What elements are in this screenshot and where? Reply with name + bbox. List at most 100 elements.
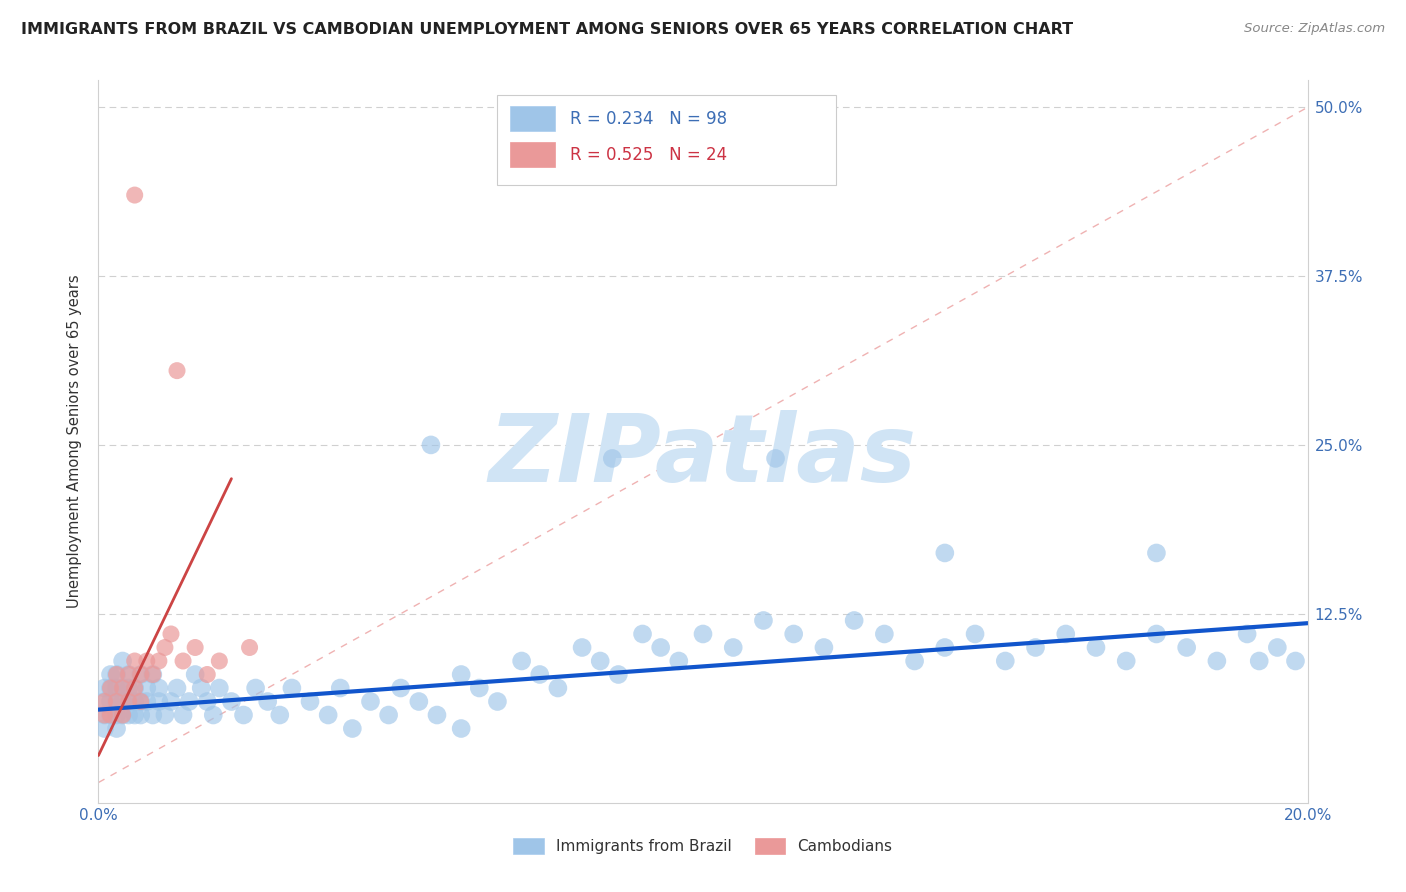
Point xyxy=(118,694,141,708)
Point xyxy=(129,667,152,681)
Point xyxy=(190,681,212,695)
Point xyxy=(844,614,866,628)
Point xyxy=(752,614,775,628)
Point xyxy=(783,627,806,641)
Point xyxy=(135,654,157,668)
Point xyxy=(93,722,115,736)
Point xyxy=(172,654,194,668)
Point xyxy=(166,364,188,378)
Point xyxy=(100,681,122,695)
Point xyxy=(1144,627,1167,641)
Point xyxy=(111,681,134,695)
FancyBboxPatch shape xyxy=(509,142,555,167)
Point xyxy=(93,708,115,723)
FancyBboxPatch shape xyxy=(509,105,555,131)
Point xyxy=(105,667,128,681)
Point xyxy=(1236,627,1258,641)
Point xyxy=(360,694,382,708)
Point xyxy=(105,694,128,708)
Point xyxy=(111,708,134,723)
Point xyxy=(208,681,231,695)
Point xyxy=(450,667,472,681)
Text: R = 0.525   N = 24: R = 0.525 N = 24 xyxy=(569,145,727,164)
Point xyxy=(420,438,443,452)
Point xyxy=(202,708,225,723)
Point xyxy=(256,694,278,708)
Point xyxy=(692,627,714,641)
Point xyxy=(195,667,218,681)
Point xyxy=(148,694,170,708)
Point xyxy=(269,708,291,723)
Point xyxy=(316,708,339,723)
Point xyxy=(129,694,152,708)
Point xyxy=(1144,546,1167,560)
Point xyxy=(179,694,201,708)
Point xyxy=(129,708,152,723)
Point xyxy=(118,667,141,681)
Point xyxy=(450,722,472,736)
Point xyxy=(100,708,122,723)
Point xyxy=(118,694,141,708)
Point xyxy=(105,694,128,708)
Point xyxy=(1249,654,1271,668)
Point xyxy=(93,694,115,708)
Point xyxy=(1175,640,1198,655)
Point xyxy=(377,708,399,723)
Point xyxy=(172,708,194,723)
Point xyxy=(723,640,745,655)
Point xyxy=(111,708,134,723)
Point xyxy=(1085,640,1108,655)
Point xyxy=(184,667,207,681)
Point xyxy=(118,667,141,681)
Point xyxy=(124,188,146,202)
Point xyxy=(765,451,787,466)
Point xyxy=(124,681,146,695)
Point xyxy=(100,694,122,708)
Point xyxy=(1284,654,1306,668)
Point xyxy=(148,681,170,695)
Point xyxy=(934,640,956,655)
Point xyxy=(589,654,612,668)
Point xyxy=(160,694,183,708)
Point xyxy=(602,451,624,466)
Point xyxy=(93,694,115,708)
Point xyxy=(934,546,956,560)
Point xyxy=(389,681,412,695)
Point xyxy=(1115,654,1137,668)
Point xyxy=(118,681,141,695)
Point xyxy=(1024,640,1046,655)
Point xyxy=(124,708,146,723)
Point xyxy=(142,708,165,723)
Point xyxy=(239,640,262,655)
Point xyxy=(111,654,134,668)
Text: ZIPatlas: ZIPatlas xyxy=(489,410,917,502)
Point xyxy=(529,667,551,681)
Point xyxy=(1054,627,1077,641)
Point xyxy=(232,708,254,723)
Point xyxy=(100,708,122,723)
Point xyxy=(426,708,449,723)
Point xyxy=(1206,654,1229,668)
Point xyxy=(105,681,128,695)
Point xyxy=(142,667,165,681)
Point xyxy=(813,640,835,655)
Point xyxy=(245,681,267,695)
Point xyxy=(111,694,134,708)
Point xyxy=(135,681,157,695)
Point xyxy=(111,681,134,695)
Point xyxy=(142,667,165,681)
Point xyxy=(994,654,1017,668)
Point xyxy=(129,667,152,681)
Point xyxy=(100,667,122,681)
Point xyxy=(221,694,243,708)
Point xyxy=(965,627,987,641)
Point xyxy=(124,681,146,695)
Y-axis label: Unemployment Among Seniors over 65 years: Unemployment Among Seniors over 65 years xyxy=(67,275,83,608)
Point xyxy=(408,694,430,708)
Point xyxy=(93,681,115,695)
Point xyxy=(166,681,188,695)
Point xyxy=(118,708,141,723)
Legend: Immigrants from Brazil, Cambodians: Immigrants from Brazil, Cambodians xyxy=(508,832,898,860)
Point xyxy=(650,640,672,655)
Point xyxy=(668,654,690,668)
